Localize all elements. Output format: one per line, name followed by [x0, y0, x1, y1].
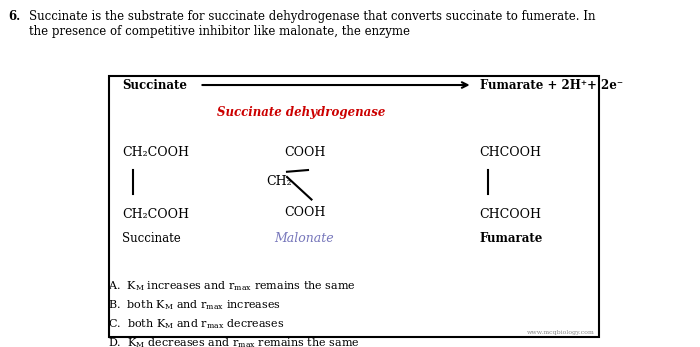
Bar	[108, 76, 598, 337]
Text: COOH: COOH	[284, 146, 326, 159]
Text: Fumarate: Fumarate	[480, 232, 543, 245]
Text: Succinate is the substrate for succinate dehydrogenase that converts succinate t: Succinate is the substrate for succinate…	[29, 10, 596, 39]
Text: Succinate: Succinate	[122, 232, 181, 245]
Text: D.  $\mathdefault{K_M}$ decreases and $\mathdefault{r_{max}}$ remains the same: D. $\mathdefault{K_M}$ decreases and $\m…	[108, 337, 360, 347]
Text: Succinate dehydrogenase: Succinate dehydrogenase	[217, 106, 385, 119]
Text: B.  both $\mathdefault{K_M}$ and $\mathdefault{r_{max}}$ increases: B. both $\mathdefault{K_M}$ and $\mathde…	[108, 298, 281, 312]
Text: Fumarate + 2H⁺+ 2e⁻: Fumarate + 2H⁺+ 2e⁻	[480, 78, 622, 92]
Text: www.mcqbiology.com: www.mcqbiology.com	[527, 330, 595, 335]
Text: CH₂: CH₂	[266, 175, 292, 188]
Text: A.  $\mathdefault{K_M}$ increases and $\mathdefault{r_{max}}$ remains the same: A. $\mathdefault{K_M}$ increases and $\m…	[108, 279, 356, 293]
Text: Succinate: Succinate	[122, 78, 188, 92]
Text: Malonate: Malonate	[274, 232, 335, 245]
Text: CHCOOH: CHCOOH	[480, 208, 542, 221]
Text: CH₂COOH: CH₂COOH	[122, 146, 190, 159]
Text: COOH: COOH	[284, 206, 326, 219]
Text: C.  both $\mathdefault{K_M}$ and $\mathdefault{r_{max}}$ decreases: C. both $\mathdefault{K_M}$ and $\mathde…	[108, 318, 285, 331]
Text: CHCOOH: CHCOOH	[480, 146, 542, 159]
Text: 6.: 6.	[8, 10, 21, 23]
Text: CH₂COOH: CH₂COOH	[122, 208, 190, 221]
